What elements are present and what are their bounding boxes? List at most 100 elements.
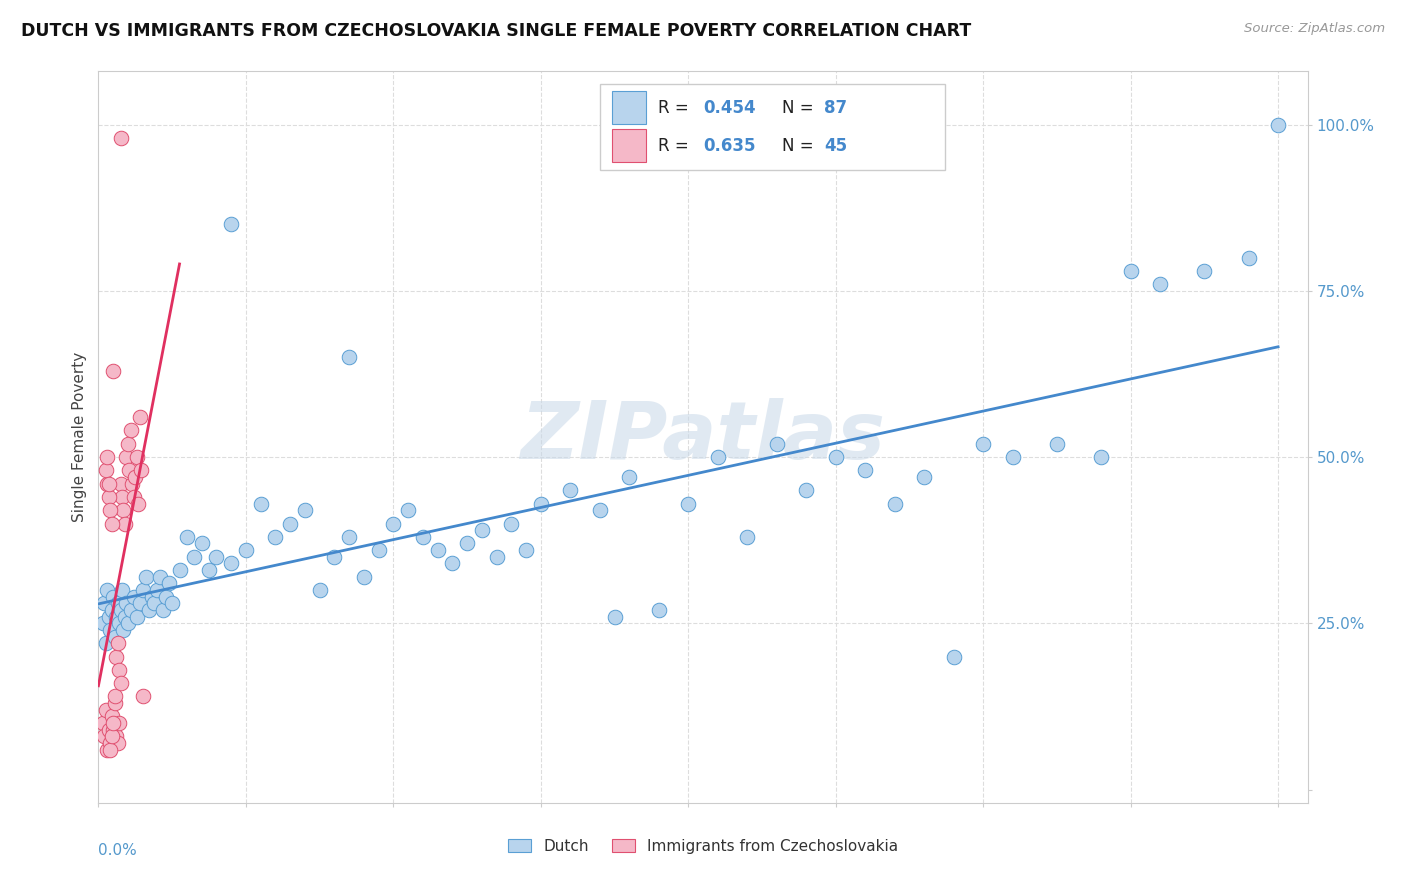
Point <box>219 557 242 571</box>
Point <box>104 696 127 710</box>
Point <box>530 497 553 511</box>
Point <box>1194 264 1216 278</box>
Point <box>108 663 131 677</box>
Point <box>426 543 449 558</box>
Legend: Dutch, Immigrants from Czechoslovakia: Dutch, Immigrants from Czechoslovakia <box>508 838 898 854</box>
Point <box>110 603 132 617</box>
Point <box>190 536 212 550</box>
Point <box>456 536 478 550</box>
Point <box>912 470 935 484</box>
Point <box>501 516 523 531</box>
Point <box>367 543 389 558</box>
Point <box>131 690 153 704</box>
Point <box>648 603 671 617</box>
Point <box>100 729 122 743</box>
Point <box>157 576 180 591</box>
Point <box>883 497 905 511</box>
Point <box>169 563 191 577</box>
Point <box>143 596 166 610</box>
Point <box>396 503 419 517</box>
Point <box>603 609 626 624</box>
Point <box>441 557 464 571</box>
Point <box>160 596 183 610</box>
Point <box>112 623 135 637</box>
Point <box>515 543 537 558</box>
Point <box>114 516 136 531</box>
Point <box>155 590 177 604</box>
Point <box>98 503 121 517</box>
Point <box>219 217 242 231</box>
Y-axis label: Single Female Poverty: Single Female Poverty <box>72 352 87 522</box>
Point <box>1237 251 1260 265</box>
Point <box>135 570 157 584</box>
Point <box>110 131 132 145</box>
Point <box>105 649 128 664</box>
Point <box>619 470 641 484</box>
Point <box>735 530 758 544</box>
Point <box>107 596 129 610</box>
Point <box>93 729 115 743</box>
Point <box>308 582 330 597</box>
Point <box>1090 450 1112 464</box>
Point <box>117 616 139 631</box>
Point <box>96 582 118 597</box>
Point <box>141 590 163 604</box>
Point <box>107 736 129 750</box>
Bar <box>613 129 647 162</box>
Point <box>176 530 198 544</box>
Point <box>100 709 122 723</box>
Point <box>152 603 174 617</box>
Point <box>678 497 700 511</box>
Point <box>146 582 169 597</box>
Text: N =: N = <box>782 99 818 117</box>
Point <box>149 570 172 584</box>
Point <box>337 351 360 365</box>
Point <box>120 603 142 617</box>
Point <box>235 543 257 558</box>
Point <box>108 716 131 731</box>
Point <box>110 476 132 491</box>
Point <box>765 436 787 450</box>
Point <box>198 563 221 577</box>
Point <box>98 742 121 756</box>
Point <box>122 490 145 504</box>
Point <box>794 483 817 498</box>
Point <box>1149 277 1171 292</box>
Point <box>97 490 120 504</box>
Point <box>114 609 136 624</box>
Point <box>824 450 846 464</box>
Point <box>100 516 122 531</box>
Text: DUTCH VS IMMIGRANTS FROM CZECHOSLOVAKIA SINGLE FEMALE POVERTY CORRELATION CHART: DUTCH VS IMMIGRANTS FROM CZECHOSLOVAKIA … <box>21 22 972 40</box>
Point <box>337 530 360 544</box>
Point <box>98 736 121 750</box>
Point <box>125 450 148 464</box>
Point <box>129 463 152 477</box>
Point <box>128 596 150 610</box>
Point <box>94 463 117 477</box>
Point <box>112 503 135 517</box>
Point <box>107 636 129 650</box>
Point <box>128 410 150 425</box>
Point <box>942 649 965 664</box>
Text: Source: ZipAtlas.com: Source: ZipAtlas.com <box>1244 22 1385 36</box>
Text: N =: N = <box>782 137 818 155</box>
Point <box>853 463 876 477</box>
Point <box>294 503 316 517</box>
Point <box>560 483 582 498</box>
Point <box>278 516 301 531</box>
Text: R =: R = <box>658 99 695 117</box>
Point <box>205 549 228 564</box>
Text: R =: R = <box>658 137 695 155</box>
Point <box>101 716 124 731</box>
Point <box>108 616 131 631</box>
Point <box>471 523 494 537</box>
Point <box>105 609 128 624</box>
Point <box>138 603 160 617</box>
Point <box>96 450 118 464</box>
Point <box>101 363 124 377</box>
Point <box>118 463 141 477</box>
Point <box>972 436 994 450</box>
Point <box>91 716 114 731</box>
Point <box>115 450 138 464</box>
Point <box>101 723 124 737</box>
